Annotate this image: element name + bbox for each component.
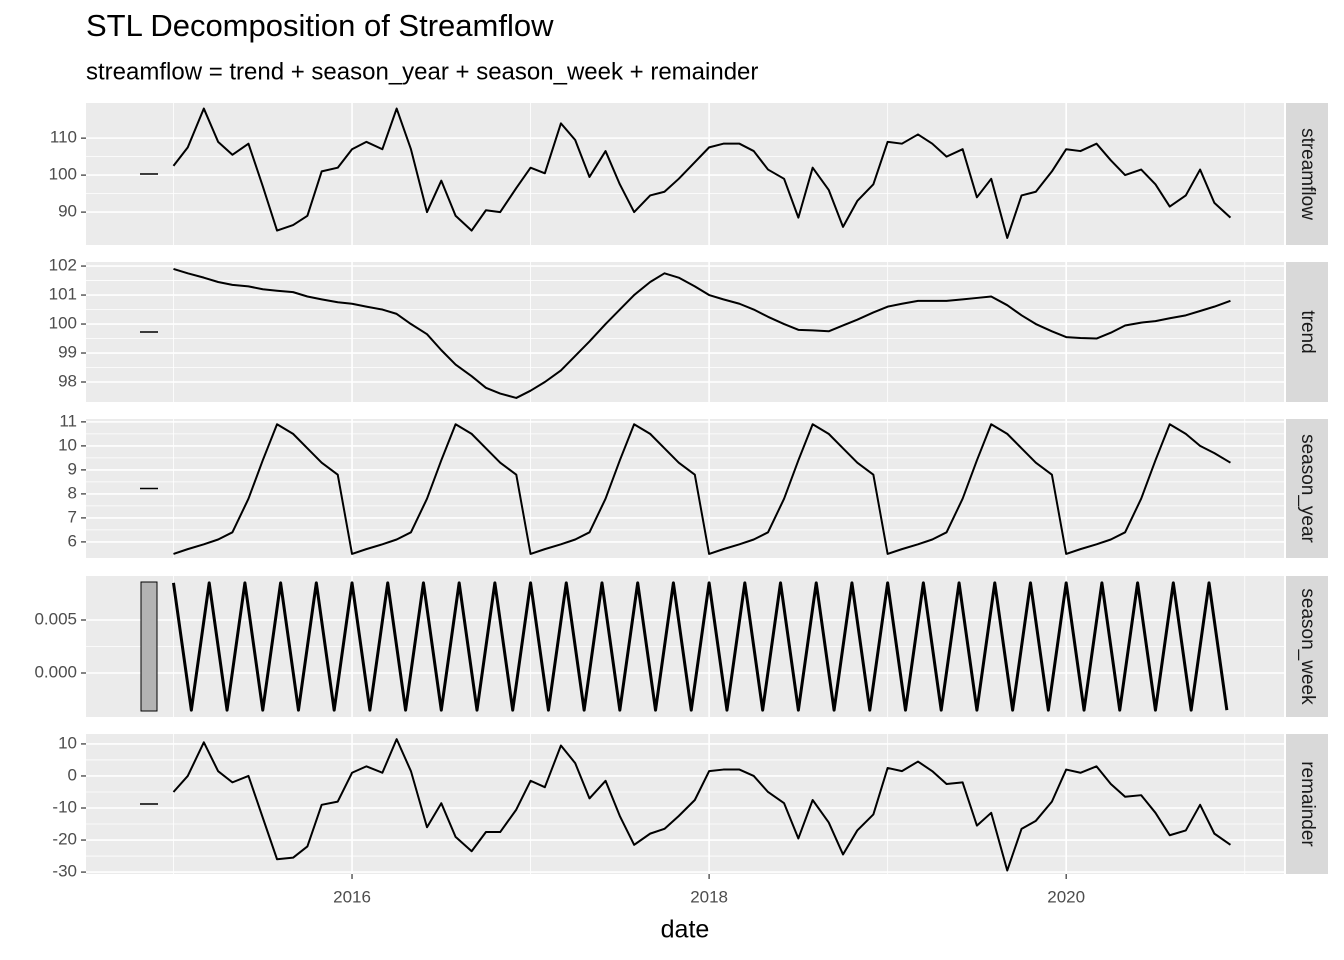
strip-label: season_year [1297, 434, 1318, 543]
y-tick-label: 10 [58, 733, 77, 752]
strip-label: remainder [1297, 761, 1318, 847]
y-tick-label: 102 [49, 256, 77, 275]
panel-background [86, 103, 1284, 245]
series-line [173, 423, 1231, 555]
series-line [171, 581, 1229, 712]
strip-background [1286, 419, 1328, 558]
y-tick-label: 0 [68, 765, 77, 784]
y-tick-label: 100 [49, 314, 77, 333]
y-tick-label: 10 [58, 435, 77, 454]
chart-subtitle: streamflow = trend + season_year + seaso… [86, 58, 758, 85]
x-tick-label: 2016 [333, 887, 371, 906]
y-tick-label: 0.000 [34, 662, 77, 681]
y-tick-label: 0.005 [34, 609, 77, 628]
y-tick-label: 9 [68, 459, 77, 478]
strip-background [1286, 734, 1328, 874]
y-tick-label: -30 [52, 862, 77, 881]
strip-background [1286, 262, 1328, 402]
chart-title: STL Decomposition of Streamflow [86, 8, 554, 43]
x-axis-title: date [661, 916, 710, 944]
y-tick-label: 101 [49, 285, 77, 304]
series-line [172, 738, 1232, 872]
x-tick-label: 2020 [1047, 887, 1085, 906]
y-tick-label: 8 [68, 483, 77, 502]
panel-background [86, 419, 1284, 558]
y-tick-label: 7 [68, 507, 77, 526]
x-tick-label: 2018 [690, 887, 728, 906]
series-line [172, 107, 1232, 239]
strip-background [1286, 103, 1328, 245]
y-tick-label: 98 [58, 371, 77, 390]
panel-background [86, 262, 1284, 402]
y-tick-label: -10 [52, 797, 77, 816]
y-tick-label: 110 [50, 128, 77, 147]
strip-label: streamflow [1297, 128, 1318, 220]
y-tick-label: 6 [68, 531, 77, 550]
range-bar [140, 581, 158, 712]
y-tick-label: -20 [52, 830, 77, 849]
y-tick-label: 99 [58, 342, 77, 361]
y-tick-label: 90 [58, 202, 77, 221]
y-tick-label: 100 [49, 165, 77, 184]
y-tick-label: 11 [59, 411, 77, 430]
strip-background [1286, 576, 1328, 717]
strip-label: trend [1297, 310, 1318, 353]
strip-label: season_week [1297, 588, 1318, 705]
panel-background [86, 734, 1284, 874]
series-line [173, 268, 1231, 399]
